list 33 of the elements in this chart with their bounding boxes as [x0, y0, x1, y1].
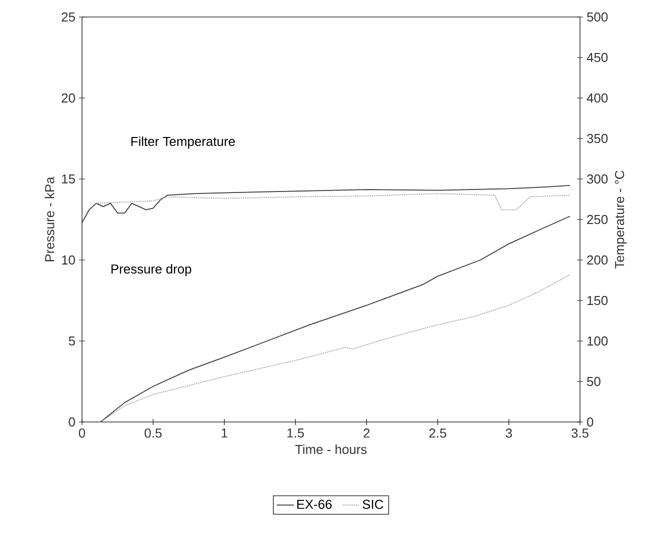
y-tick-label: 5	[68, 336, 75, 346]
y-tick-label: 20	[62, 93, 75, 103]
y2-tick-label: 150	[588, 296, 608, 306]
y2-tick-label: 50	[587, 376, 600, 386]
y-tick-label: 10	[62, 255, 75, 265]
y2-tick-label: 350	[587, 134, 608, 144]
y2-axis-title: Temperature - °C	[614, 170, 627, 269]
y2-tick-label: 200	[587, 255, 608, 265]
line-series	[96, 193, 570, 210]
x-tick-label: 1.5	[287, 428, 304, 438]
y-tick-label: 0	[68, 417, 75, 427]
x-tick-label: 0.5	[144, 428, 162, 438]
annotation: Filter Temperature	[131, 136, 235, 149]
x-tick-label: 0	[78, 428, 86, 438]
y-axis-title: Pressure - kPa	[44, 176, 54, 262]
y-tick-label: 25	[62, 12, 75, 22]
y2-tick-label: 100	[588, 336, 608, 346]
y2-tick-label: 450	[586, 52, 608, 62]
x-tick-label: 2	[364, 428, 370, 438]
x-axis-title: Time - hours	[295, 444, 367, 454]
x-tick-label: 3	[506, 428, 512, 438]
x-tick-label: 3.5	[572, 428, 588, 438]
legend-label: EX-66	[297, 500, 332, 509]
y2-tick-label: 250	[587, 214, 608, 224]
y2-tick-label: 300	[587, 174, 608, 184]
y2-tick-label: 0	[587, 417, 594, 427]
annotation: Pressure drop	[111, 264, 192, 276]
x-tick-label: 2.5	[429, 428, 446, 438]
y-tick-label: 15	[62, 174, 75, 184]
y2-tick-label: 500	[587, 12, 608, 22]
legend-label: SIC	[362, 500, 384, 509]
y2-tick-label: 400	[586, 93, 608, 103]
x-tick-label: 1	[222, 428, 228, 438]
